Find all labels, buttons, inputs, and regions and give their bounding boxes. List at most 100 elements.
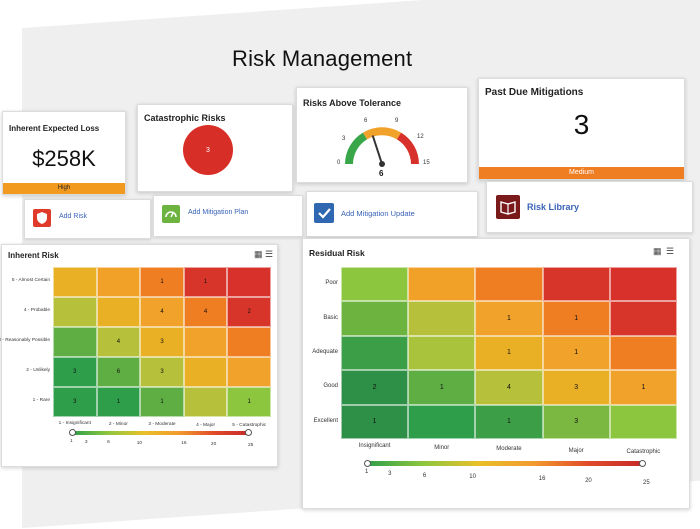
inh-heatmap-cell[interactable]: 4 — [183, 297, 228, 327]
inh-heatmap-cell[interactable] — [227, 357, 271, 387]
inh-legend-tick: 3 — [84, 439, 88, 445]
gauge-icon — [162, 205, 180, 223]
book-icon — [496, 195, 520, 219]
res-heatmap-cell[interactable] — [408, 335, 476, 371]
tolerance-gauge: 0 3 6 9 12 15 6 — [337, 118, 430, 178]
inh-heatmap-cell[interactable]: 3 — [53, 357, 97, 387]
inherent-loss-value: $258K — [32, 146, 96, 171]
gauge-segment-red — [396, 132, 419, 165]
catastrophic-risks-value: 3 — [206, 146, 210, 154]
gauge-tick-3: 3 — [342, 136, 346, 142]
past-due-mitigations-title: Past Due Mitigations — [485, 87, 584, 98]
res-column-label: Minor — [434, 444, 450, 451]
res-heatmap-cell[interactable] — [475, 267, 543, 302]
gauge-hub — [379, 161, 385, 167]
inh-heatmap-cell[interactable] — [227, 267, 271, 297]
res-heatmap-cell[interactable]: 2 — [341, 370, 409, 405]
inh-heatmap-cell[interactable]: 1 — [183, 267, 228, 297]
add-mitigation-plan-label: Add Mitigation Plan — [188, 209, 249, 216]
inh-heatmap-cell[interactable] — [53, 267, 97, 297]
inh-column-label: 2 - Minor — [108, 421, 128, 427]
res-heatmap-cell[interactable]: 3 — [542, 404, 610, 439]
res-heatmap-cell[interactable] — [408, 267, 476, 302]
add-risk-button[interactable]: Add Risk — [24, 199, 151, 239]
inh-heatmap-cell[interactable]: 2 — [227, 297, 271, 327]
res-heatmap-cell[interactable]: 1 — [408, 370, 476, 405]
inh-row-label: 1 - Rare — [32, 398, 50, 403]
inh-heatmap-cell[interactable]: 6 — [96, 357, 141, 387]
inh-heatmap-cell[interactable]: 3 — [53, 387, 97, 417]
res-heatmap-cell[interactable]: 1 — [609, 370, 677, 405]
gauge-tick-15: 15 — [423, 160, 430, 166]
inherent-risk-title: Inherent Risk — [8, 251, 59, 260]
res-heatmap-cell[interactable]: 1 — [475, 335, 543, 371]
res-legend-tick: 10 — [469, 474, 476, 481]
inh-heatmap-cell[interactable]: 1 — [227, 387, 271, 417]
res-row-label: Good — [323, 383, 338, 390]
res-heatmap-cell[interactable] — [609, 335, 677, 371]
inh-heatmap-cell[interactable] — [53, 297, 97, 327]
inh-heatmap-cell[interactable] — [183, 357, 228, 387]
risk-library-button[interactable]: Risk Library — [486, 181, 693, 233]
res-heatmap-cell[interactable] — [542, 267, 610, 302]
inh-column-label: 3 - Moderate — [148, 422, 176, 428]
menu-icon[interactable]: ☰ — [666, 246, 675, 256]
risk-library-label: Risk Library — [527, 202, 580, 212]
residual-legend-max-handle[interactable] — [639, 460, 646, 467]
inh-heatmap-cell[interactable]: 3 — [140, 327, 184, 357]
residual-legend-min-handle[interactable] — [364, 460, 371, 467]
inherent-loss-card[interactable]: Inherent Expected Loss $258K High — [2, 111, 126, 195]
inherent-legend-max-handle[interactable] — [245, 429, 252, 436]
res-heatmap-cell[interactable]: 1 — [475, 404, 543, 439]
res-legend-tick: 1 — [365, 469, 369, 475]
inh-column-label: 1 - Insignificant — [58, 421, 91, 426]
export-icon[interactable]: ▦ — [254, 249, 263, 259]
residual-legend-bar — [367, 461, 645, 466]
res-heatmap-cell[interactable]: 3 — [542, 370, 610, 405]
catastrophic-risks-card[interactable]: Catastrophic Risks 3 — [137, 104, 293, 192]
export-icon[interactable]: ▦ — [653, 246, 662, 256]
checkmark-icon — [314, 203, 334, 223]
res-heatmap-cell[interactable]: 1 — [341, 404, 409, 439]
inherent-legend-min-handle[interactable] — [69, 429, 76, 436]
inh-heatmap-cell[interactable] — [183, 387, 228, 417]
risks-above-tolerance-card[interactable]: Risks Above Tolerance 0 3 6 9 12 15 6 — [296, 87, 468, 183]
res-heatmap-cell[interactable] — [341, 335, 409, 371]
res-heatmap-cell[interactable]: 1 — [542, 335, 610, 371]
res-heatmap-cell[interactable] — [408, 404, 476, 439]
inh-heatmap-cell[interactable]: 1 — [140, 267, 184, 297]
menu-icon[interactable]: ☰ — [265, 249, 274, 259]
residual-risk-panel: Residual Risk ▦ ☰ Poor Basic Adequate Good E… — [302, 238, 690, 509]
res-heatmap-cell[interactable] — [341, 267, 409, 302]
res-heatmap-cell[interactable] — [609, 267, 677, 302]
res-heatmap-cell[interactable]: 4 — [475, 370, 543, 405]
past-due-mitigations-card[interactable]: Past Due Mitigations 3 Medium — [478, 78, 685, 180]
inh-heatmap-cell[interactable]: 4 — [96, 327, 141, 357]
res-row-label: Basic — [323, 314, 338, 321]
inh-heatmap-cell[interactable] — [53, 327, 97, 357]
res-heatmap-cell[interactable] — [408, 301, 476, 336]
inh-heatmap-cell[interactable]: 1 — [96, 387, 141, 417]
inherent-legend-bar — [72, 431, 250, 435]
inh-heatmap-cell[interactable]: 4 — [140, 297, 184, 327]
inh-heatmap-cell[interactable] — [227, 327, 271, 357]
catastrophic-risks-title: Catastrophic Risks — [144, 113, 226, 123]
res-heatmap-cell[interactable] — [609, 404, 677, 439]
res-row-label: Excellent — [313, 417, 338, 424]
inh-heatmap-cell[interactable] — [96, 267, 141, 297]
inh-heatmap-cell[interactable] — [183, 327, 228, 357]
inh-legend-tick: 25 — [248, 442, 254, 448]
res-heatmap-cell[interactable]: 1 — [475, 301, 543, 336]
res-column-label: Major — [568, 447, 584, 454]
inh-heatmap-cell[interactable]: 3 — [140, 357, 184, 387]
risks-above-tolerance-title: Risks Above Tolerance — [303, 98, 402, 108]
inh-heatmap-cell[interactable]: 1 — [140, 387, 184, 417]
res-heatmap-cell[interactable] — [609, 301, 677, 336]
res-heatmap-cell[interactable] — [341, 301, 409, 336]
inherent-risk-panel: Inherent Risk ▦ ☰ 5 - Almost Certain 4 - … — [0, 244, 278, 467]
res-heatmap-cell[interactable]: 1 — [542, 301, 610, 336]
add-mitigation-plan-button[interactable]: Add Mitigation Plan — [153, 195, 303, 237]
add-mitigation-update-button[interactable]: Add Mitigation Update — [306, 191, 478, 237]
inh-heatmap-cell[interactable] — [96, 297, 141, 327]
